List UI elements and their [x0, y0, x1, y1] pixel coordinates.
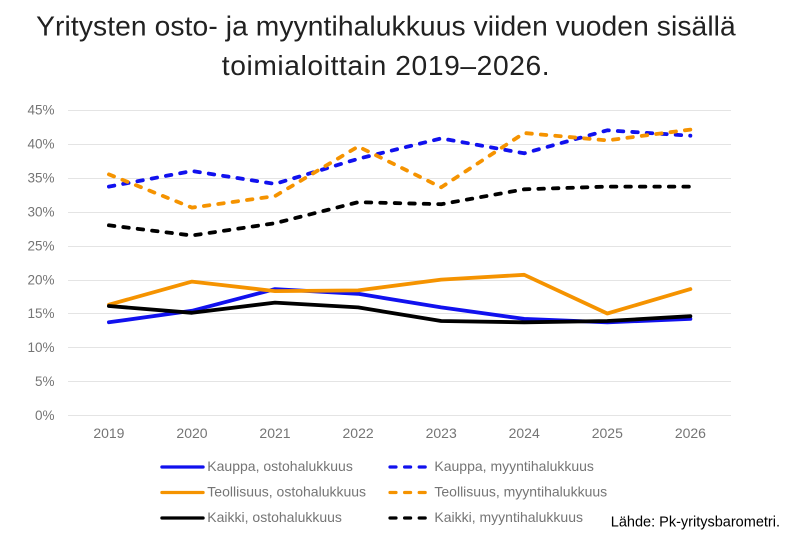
- svg-text:2022: 2022: [343, 425, 374, 441]
- svg-text:toimialoittain 2019–2026.: toimialoittain 2019–2026.: [222, 49, 550, 81]
- svg-text:25%: 25%: [27, 238, 54, 253]
- svg-text:45%: 45%: [27, 103, 54, 118]
- svg-text:Kauppa, ostohalukkuus: Kauppa, ostohalukkuus: [207, 458, 353, 474]
- svg-text:30%: 30%: [27, 204, 54, 219]
- svg-text:Lähde: Pk-yritysbarometri.: Lähde: Pk-yritysbarometri.: [611, 515, 780, 531]
- svg-text:2021: 2021: [259, 425, 290, 441]
- svg-text:Kaikki, myyntihalukkuus: Kaikki, myyntihalukkuus: [434, 509, 583, 525]
- svg-text:35%: 35%: [27, 171, 54, 186]
- svg-text:Yritysten osto- ja myyntihaluk: Yritysten osto- ja myyntihalukkuus viide…: [36, 9, 736, 41]
- svg-text:15%: 15%: [27, 306, 54, 321]
- svg-text:2026: 2026: [675, 425, 706, 441]
- svg-text:Kauppa, myyntihalukkuus: Kauppa, myyntihalukkuus: [434, 458, 594, 474]
- svg-text:0%: 0%: [35, 408, 55, 423]
- svg-text:40%: 40%: [27, 137, 54, 152]
- svg-text:5%: 5%: [35, 374, 55, 389]
- svg-text:Kaikki, ostohalukkuus: Kaikki, ostohalukkuus: [207, 509, 342, 525]
- svg-text:10%: 10%: [27, 340, 54, 355]
- svg-text:2024: 2024: [509, 425, 540, 441]
- svg-text:2023: 2023: [426, 425, 457, 441]
- svg-text:2019: 2019: [93, 425, 124, 441]
- svg-text:Teollisuus, ostohalukkuus: Teollisuus, ostohalukkuus: [207, 484, 366, 500]
- svg-text:2020: 2020: [176, 425, 207, 441]
- svg-text:2025: 2025: [592, 425, 623, 441]
- svg-text:Teollisuus, myyntihalukkuus: Teollisuus, myyntihalukkuus: [434, 484, 607, 500]
- svg-text:20%: 20%: [27, 272, 54, 287]
